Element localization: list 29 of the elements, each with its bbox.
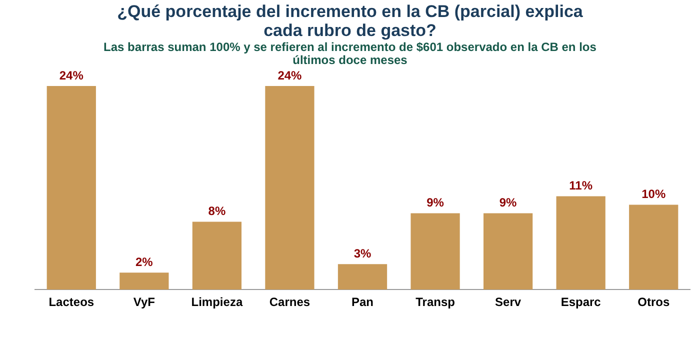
bar — [120, 272, 169, 290]
x-tick-label: Limpieza — [191, 295, 243, 310]
chart-title: ¿Qué porcentaje del incremento en la CB (parcial) explica cada rubro de gasto? — [116, 2, 584, 40]
bar — [265, 86, 314, 290]
data-label: 8% — [208, 204, 226, 218]
x-tick-label: VyF — [133, 295, 155, 310]
data-label: 9% — [499, 196, 518, 210]
x-tick-label: Serv — [495, 295, 522, 310]
x-tick-label: Carnes — [269, 295, 310, 310]
bar — [46, 86, 96, 290]
data-label: 10% — [642, 187, 666, 202]
x-tick-label: Pan — [351, 295, 374, 310]
data-label: 24% — [59, 68, 84, 82]
data-label: 3% — [354, 246, 372, 260]
x-tick-label: Otros — [638, 295, 670, 310]
chart-subtitle: Las barras suman 100% y se refieren al incremento de $601 observado en la CB en los últimos doce meses — [102, 40, 598, 67]
bar — [629, 204, 678, 290]
data-label: 2% — [135, 254, 154, 269]
bar — [338, 264, 388, 290]
x-tick-label: Esparc — [560, 295, 602, 310]
bar — [556, 196, 606, 290]
x-tick-label: Lacteos — [48, 295, 94, 310]
bar — [410, 213, 460, 290]
bar — [192, 222, 242, 290]
data-label: 9% — [426, 196, 444, 210]
x-tick-label: Transp — [416, 295, 455, 310]
bar — [483, 213, 533, 290]
data-label: 24% — [278, 68, 302, 82]
data-label: 11% — [569, 178, 593, 193]
